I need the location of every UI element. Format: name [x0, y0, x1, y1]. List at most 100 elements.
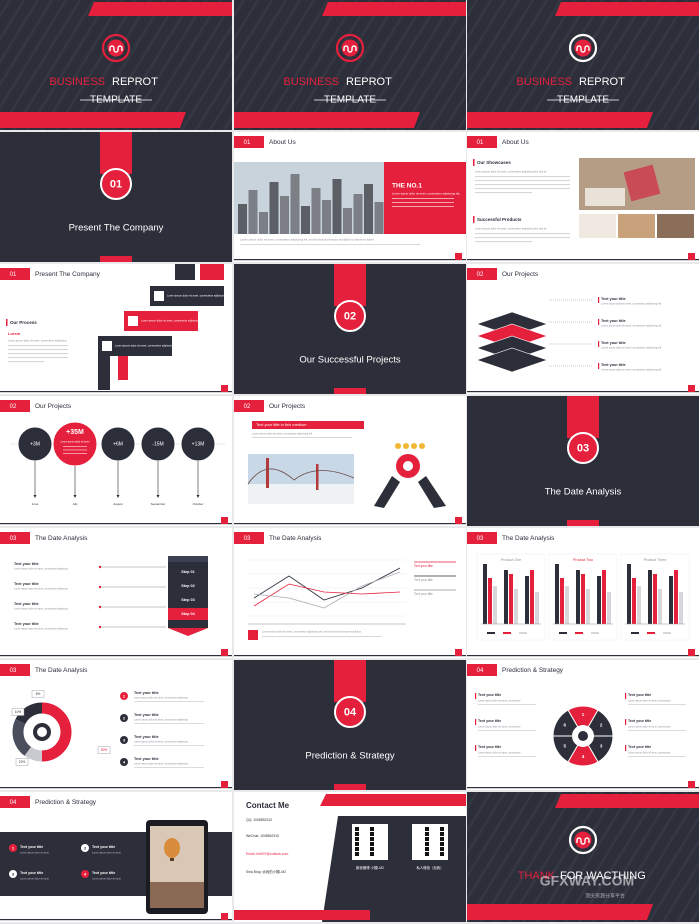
- texture-stripe: [110, 0, 194, 130]
- section-number: 02: [244, 404, 251, 410]
- percent-label: 6%: [36, 692, 41, 696]
- item-body: Lorem ipsum dolor sit amet, consectetur: [478, 700, 521, 703]
- texture-stripe: [479, 0, 563, 130]
- number-tag: [234, 400, 264, 412]
- corner-mark: [455, 649, 462, 656]
- item-title: Text your title: [92, 845, 115, 849]
- texture-stripe: [467, 792, 535, 903]
- ribbon: [100, 132, 132, 174]
- texture-stripe: [166, 23, 232, 130]
- segment-label: 4: [582, 754, 585, 759]
- logo-mark: [576, 45, 590, 53]
- bar: [669, 576, 673, 624]
- bottom-rule: [467, 787, 699, 789]
- texture-stripe: [414, 45, 466, 130]
- stepper-top: [168, 556, 208, 562]
- logo-ring: [568, 33, 598, 63]
- bar: [632, 578, 636, 624]
- month-label: June: [32, 502, 39, 506]
- qr-module: [370, 852, 374, 856]
- texture-stripe: [358, 0, 442, 130]
- watermark-tagline: 顶尖资源分享平台: [585, 892, 625, 899]
- texture-stripe: [549, 792, 633, 922]
- slide-title: The Date Analysis: [269, 535, 322, 542]
- qr-module: [370, 842, 374, 846]
- qr-module: [440, 847, 444, 851]
- number-dot: [120, 758, 128, 766]
- text-placeholder: [63, 446, 87, 447]
- qr-module: [425, 832, 429, 836]
- body-text: Lorem ipsum dolor sit amet, consectetur …: [262, 631, 361, 634]
- section-number: 03: [477, 536, 484, 542]
- bar: [509, 574, 513, 624]
- building: [301, 206, 310, 234]
- item-bar: [625, 693, 627, 699]
- qr-module: [440, 852, 444, 856]
- bar: [607, 592, 611, 624]
- item-title: Text your title: [14, 622, 39, 626]
- legend-chip: [559, 632, 567, 634]
- segment-label: 5: [564, 744, 567, 749]
- number-label: 2: [84, 845, 87, 850]
- donut-segment: [12, 702, 72, 762]
- item-title: Text your title: [478, 693, 501, 697]
- qr-module: [370, 832, 374, 836]
- texture-stripe: [661, 860, 699, 922]
- circle-label: -15M: [152, 441, 163, 447]
- accent-bar: [88, 2, 232, 16]
- texture-stripe: [647, 837, 699, 922]
- logo-core: [341, 39, 359, 57]
- slide-title: Our Projects: [35, 403, 72, 410]
- percent-label: 22%: [19, 760, 26, 764]
- number-tag: [0, 268, 30, 280]
- contact-line: Sina Blog: @我的小猴LM2: [246, 869, 286, 874]
- qr-module: [440, 827, 444, 831]
- number-badge: [567, 432, 599, 464]
- texture-stripe: [0, 0, 26, 42]
- closing-title-red: THANK: [518, 870, 556, 882]
- bar: [488, 578, 492, 624]
- item-body: Lorem ipsum dolor sit amet, consectetur …: [14, 588, 68, 591]
- texture-stripe: [493, 792, 577, 922]
- circle-label: +35M: [66, 429, 84, 436]
- slide: 02 Our Projects +3M June +35M Lorem ipsum dol…: [0, 396, 232, 526]
- accent-bar: [320, 794, 466, 806]
- qr-module: [425, 852, 429, 856]
- layer-diamond: [476, 347, 548, 373]
- slide: 01 About Us THE NO.1 Lorem ipsum dolor sit …: [234, 132, 466, 262]
- product-title: Product One: [501, 558, 521, 562]
- legend-chip: [487, 632, 495, 634]
- texture-stripe: [386, 0, 466, 130]
- text-placeholder: [8, 349, 68, 351]
- texture-stripe: [428, 68, 466, 130]
- bar: [674, 570, 678, 624]
- segment-label: 2: [600, 723, 603, 728]
- texture-stripe: [54, 0, 138, 130]
- number-badge: [334, 696, 366, 728]
- circle-label: +13M: [192, 441, 205, 447]
- contact-line: WeChat: 1008552310: [246, 834, 279, 838]
- item-title: Text your title: [601, 319, 626, 323]
- texture-stripe: [591, 0, 675, 130]
- coin: [403, 443, 409, 449]
- building: [364, 184, 373, 234]
- arrow-head: [116, 495, 120, 498]
- slide: 03 The Date Analysis Product One Product Tw…: [467, 528, 699, 658]
- item-title: Text your title: [92, 871, 115, 875]
- hub-icon: [578, 731, 588, 741]
- legend-label: Text your title: [414, 578, 433, 582]
- slide: 03 The Date Analysis 6% 10% 22% 50% 1 Text your…: [0, 660, 232, 790]
- bottom-rule: [0, 523, 232, 525]
- product-photo: [579, 214, 616, 238]
- item-body: Lorem ipsum dolor sit amet, consectetur …: [14, 568, 68, 571]
- item-title: Text your title: [134, 691, 159, 695]
- segment-label: 6: [564, 723, 567, 728]
- body-text: Lorem ipsum dolor sit amet, consectetur …: [8, 339, 67, 343]
- donut-icon: [37, 727, 47, 737]
- text-placeholder: [134, 745, 204, 746]
- text-placeholder: [475, 192, 532, 194]
- texture-stripe: [40, 0, 124, 130]
- qr-module: [355, 837, 359, 841]
- bar: [483, 564, 487, 624]
- number-tag: [467, 136, 497, 148]
